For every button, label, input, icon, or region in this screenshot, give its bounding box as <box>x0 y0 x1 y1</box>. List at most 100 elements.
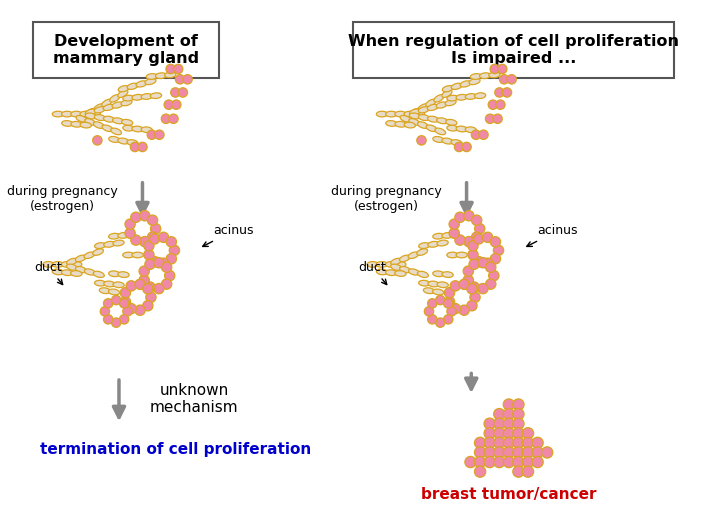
Circle shape <box>483 258 493 268</box>
Ellipse shape <box>94 115 106 120</box>
Ellipse shape <box>118 86 129 92</box>
Circle shape <box>123 307 132 316</box>
Ellipse shape <box>67 258 77 265</box>
Circle shape <box>491 237 501 247</box>
Ellipse shape <box>426 99 436 107</box>
Ellipse shape <box>423 288 435 294</box>
Circle shape <box>469 282 479 292</box>
Ellipse shape <box>99 288 111 294</box>
Circle shape <box>484 437 496 448</box>
Ellipse shape <box>451 140 462 146</box>
Circle shape <box>474 466 486 477</box>
Circle shape <box>135 305 146 316</box>
Circle shape <box>488 270 499 281</box>
Circle shape <box>523 428 534 439</box>
Ellipse shape <box>400 116 411 122</box>
Circle shape <box>449 219 459 229</box>
Ellipse shape <box>456 252 467 258</box>
Circle shape <box>146 292 156 303</box>
Circle shape <box>425 307 434 316</box>
Circle shape <box>166 254 177 264</box>
Ellipse shape <box>109 289 120 295</box>
Ellipse shape <box>109 136 120 142</box>
Ellipse shape <box>404 111 415 117</box>
Ellipse shape <box>118 138 129 144</box>
Ellipse shape <box>53 111 64 117</box>
Circle shape <box>161 114 170 124</box>
Ellipse shape <box>442 90 452 98</box>
Ellipse shape <box>85 113 97 119</box>
Circle shape <box>462 142 471 152</box>
Ellipse shape <box>110 94 120 102</box>
Ellipse shape <box>113 240 124 246</box>
Ellipse shape <box>395 121 406 127</box>
Ellipse shape <box>43 262 54 267</box>
Ellipse shape <box>410 108 420 116</box>
Ellipse shape <box>413 111 425 117</box>
Text: duct: duct <box>359 261 387 284</box>
Ellipse shape <box>84 252 94 258</box>
Ellipse shape <box>136 81 147 87</box>
Circle shape <box>166 237 177 247</box>
Ellipse shape <box>428 281 439 287</box>
Ellipse shape <box>103 104 114 111</box>
Circle shape <box>464 211 474 221</box>
Circle shape <box>131 235 141 245</box>
Ellipse shape <box>94 107 105 113</box>
Ellipse shape <box>465 93 476 99</box>
Ellipse shape <box>76 116 87 122</box>
Circle shape <box>463 275 474 285</box>
Circle shape <box>459 279 469 290</box>
Circle shape <box>513 408 524 420</box>
Circle shape <box>183 75 192 84</box>
Circle shape <box>130 142 140 152</box>
Ellipse shape <box>460 81 471 87</box>
Ellipse shape <box>80 111 92 117</box>
Circle shape <box>100 307 109 316</box>
Ellipse shape <box>80 122 92 128</box>
Text: during pregnancy
(estrogen): during pregnancy (estrogen) <box>332 185 442 213</box>
Text: unknown
mechanism: unknown mechanism <box>150 383 239 415</box>
Ellipse shape <box>408 252 419 258</box>
Ellipse shape <box>479 73 491 78</box>
Circle shape <box>493 245 503 255</box>
Circle shape <box>148 215 158 225</box>
Circle shape <box>175 75 185 84</box>
Circle shape <box>111 295 121 305</box>
Circle shape <box>523 466 534 477</box>
Ellipse shape <box>452 83 462 89</box>
Circle shape <box>493 428 505 439</box>
Ellipse shape <box>62 111 73 117</box>
Circle shape <box>493 437 505 448</box>
Circle shape <box>478 257 488 268</box>
Circle shape <box>455 212 465 223</box>
Ellipse shape <box>118 233 129 238</box>
Circle shape <box>427 315 437 324</box>
Ellipse shape <box>123 125 134 131</box>
Text: acinus: acinus <box>202 224 253 247</box>
Ellipse shape <box>434 94 444 102</box>
Ellipse shape <box>456 126 467 132</box>
Circle shape <box>435 295 445 305</box>
Ellipse shape <box>84 119 95 125</box>
Ellipse shape <box>417 271 428 278</box>
Circle shape <box>503 408 515 420</box>
Ellipse shape <box>71 270 82 276</box>
Ellipse shape <box>75 266 87 272</box>
Circle shape <box>143 284 153 294</box>
Text: Development of
mammary gland: Development of mammary gland <box>53 34 199 66</box>
Circle shape <box>474 234 484 244</box>
Ellipse shape <box>104 281 115 287</box>
Circle shape <box>513 456 524 468</box>
Ellipse shape <box>427 104 438 111</box>
Circle shape <box>158 232 169 242</box>
Circle shape <box>169 114 178 124</box>
Circle shape <box>151 224 160 234</box>
Ellipse shape <box>61 262 72 267</box>
Circle shape <box>444 299 453 308</box>
Circle shape <box>454 142 464 152</box>
Ellipse shape <box>376 111 388 117</box>
Ellipse shape <box>400 266 410 272</box>
Ellipse shape <box>102 125 113 131</box>
Ellipse shape <box>435 128 446 135</box>
